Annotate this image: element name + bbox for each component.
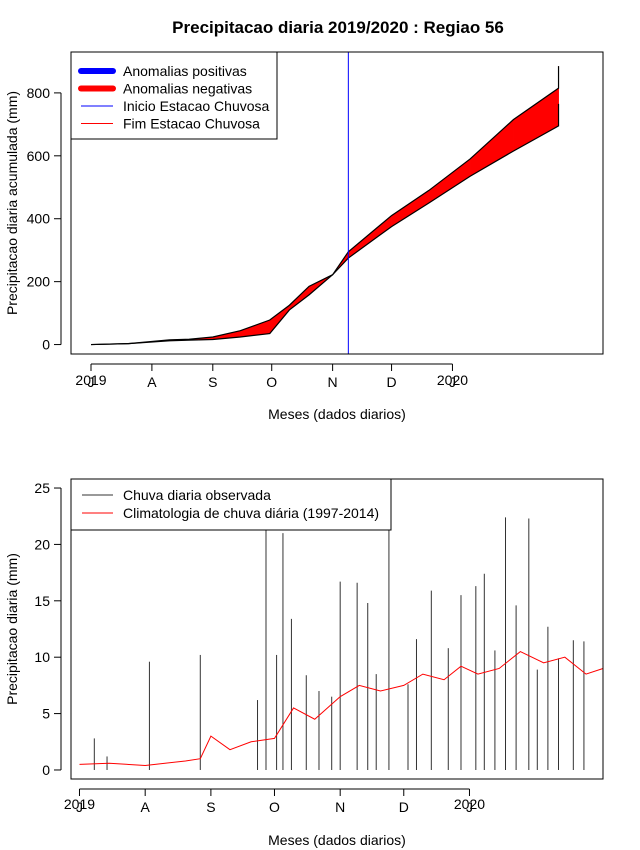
anomaly-negative-area (348, 215, 392, 259)
x-tick-label: A (147, 374, 157, 390)
y-tick-label: 800 (27, 85, 51, 101)
anomaly-negative-area (391, 189, 430, 228)
climatology-daily-line (79, 650, 604, 766)
x-year-label: 2019 (75, 372, 106, 388)
x-tick-label: O (266, 374, 277, 390)
x-tick-label: S (208, 374, 217, 390)
top-x-axis-label: Meses (dados diarios) (268, 406, 406, 422)
y-tick-label: 400 (27, 211, 51, 227)
x-tick-label: A (141, 799, 151, 815)
y-tick-label: 25 (34, 480, 50, 496)
legend-label-climatology: Climatologia de chuva diária (1997-2014) (123, 505, 379, 521)
x-tick-label: J (466, 799, 473, 815)
bottom-y-axis-label: Precipitacao diaria (mm) (4, 553, 20, 705)
top-plot-frame (70, 51, 604, 355)
y-tick-label: 5 (42, 706, 50, 722)
bottom-legend-box (70, 478, 392, 531)
legend-label-season-start: Inicio Estacao Chuvosa (123, 98, 270, 114)
y-tick-label: 20 (34, 536, 50, 552)
x-year-label: 2020 (437, 372, 468, 388)
x-tick-label: J (88, 374, 95, 390)
top-y-axis-label: Precipitacao diaria acumulada (mm) (4, 91, 20, 315)
y-tick-label: 10 (34, 649, 50, 665)
bottom-legend: Chuva diaria observada Climatologia de c… (70, 478, 392, 531)
anomaly-negative-area (469, 119, 514, 177)
y-tick-label: 600 (27, 148, 51, 164)
anomaly-negative-area (513, 87, 559, 152)
x-tick-label: S (206, 799, 215, 815)
cumulative-marks (90, 52, 560, 354)
x-tick-label: J (449, 374, 456, 390)
x-tick-label: J (76, 799, 83, 815)
y-tick-label: 0 (42, 337, 50, 353)
x-tick-label: N (328, 374, 338, 390)
y-tick-label: 0 (42, 762, 50, 778)
top-legend-box (70, 51, 278, 140)
observed-cumulative-line (90, 103, 560, 346)
legend-label-season-end: Fim Estacao Chuvosa (123, 116, 260, 132)
bottom-x-axis-label: Meses (dados diarios) (268, 832, 406, 848)
chart-title: Precipitacao diaria 2019/2020 : Regiao 5… (172, 18, 504, 37)
y-tick-label: 15 (34, 593, 50, 609)
legend-label-observed: Chuva diaria observada (123, 487, 271, 503)
legend-label-positive: Anomalias positivas (123, 63, 247, 79)
x-tick-label: D (386, 374, 396, 390)
x-tick-label: N (335, 799, 345, 815)
x-tick-label: D (399, 799, 409, 815)
top-legend: Anomalias positivas Anomalias negativas … (70, 51, 278, 140)
y-tick-label: 200 (27, 274, 51, 290)
climatology-cumulative-line (90, 66, 560, 346)
x-year-label: 2020 (454, 796, 485, 812)
x-year-label: 2019 (64, 796, 95, 812)
x-tick-label: O (269, 799, 280, 815)
legend-label-negative: Anomalias negativas (123, 81, 252, 97)
daily-marks (79, 517, 604, 770)
